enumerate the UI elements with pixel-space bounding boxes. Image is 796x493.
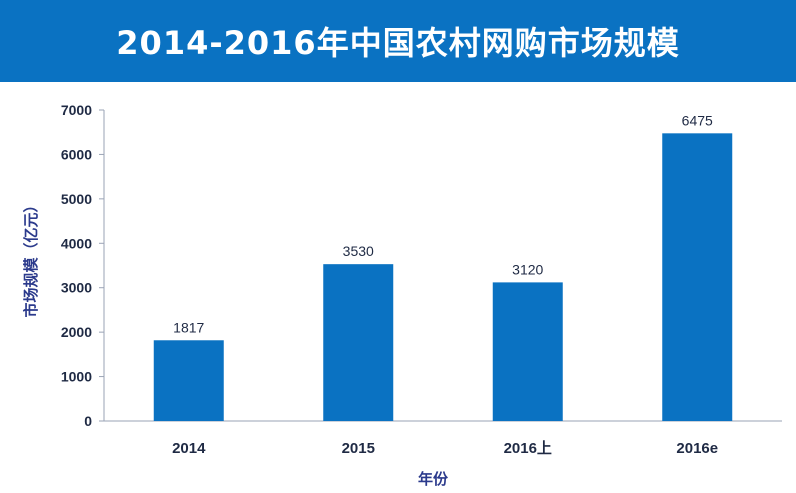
bar-value-label: 3120 [512, 261, 543, 277]
x-axis-title: 年份 [418, 470, 449, 488]
y-tick-label: 7000 [61, 102, 92, 118]
title-bar: 2014-2016年中国农村网购市场规模 [0, 0, 796, 82]
bar [323, 264, 394, 421]
bar [492, 282, 563, 421]
x-category-label: 2016上 [504, 440, 552, 457]
x-category-label: 2015 [342, 440, 375, 457]
bar-value-label: 6475 [682, 112, 713, 128]
y-axis-title: 市场规模（亿元） [22, 197, 40, 317]
y-tick-label: 6000 [61, 146, 92, 162]
y-tick-label: 2000 [61, 324, 92, 340]
chart-title: 2014-2016年中国农村网购市场规模 [116, 24, 680, 62]
bar-group: 1817 3530 3120 6475 [153, 112, 733, 421]
bar-value-label: 3530 [343, 243, 374, 259]
y-tick-label: 5000 [61, 191, 92, 207]
y-tick-label: 1000 [61, 369, 92, 385]
bar [153, 340, 224, 421]
bar-value-label: 1817 [173, 319, 204, 335]
bar-chart: 0 1000 2000 3000 4000 5000 6000 7000 1817 3530 31… [22, 102, 782, 488]
y-tick-label: 3000 [61, 280, 92, 296]
x-category-label: 2014 [172, 440, 206, 457]
y-tick-label: 4000 [61, 235, 92, 251]
bar [662, 133, 733, 421]
x-category-group: 2014 2015 2016上 2016e [172, 440, 718, 457]
y-tick-label: 0 [84, 413, 92, 429]
x-category-label: 2016e [676, 440, 718, 457]
y-tick-group: 0 1000 2000 3000 4000 5000 6000 7000 [61, 102, 104, 429]
